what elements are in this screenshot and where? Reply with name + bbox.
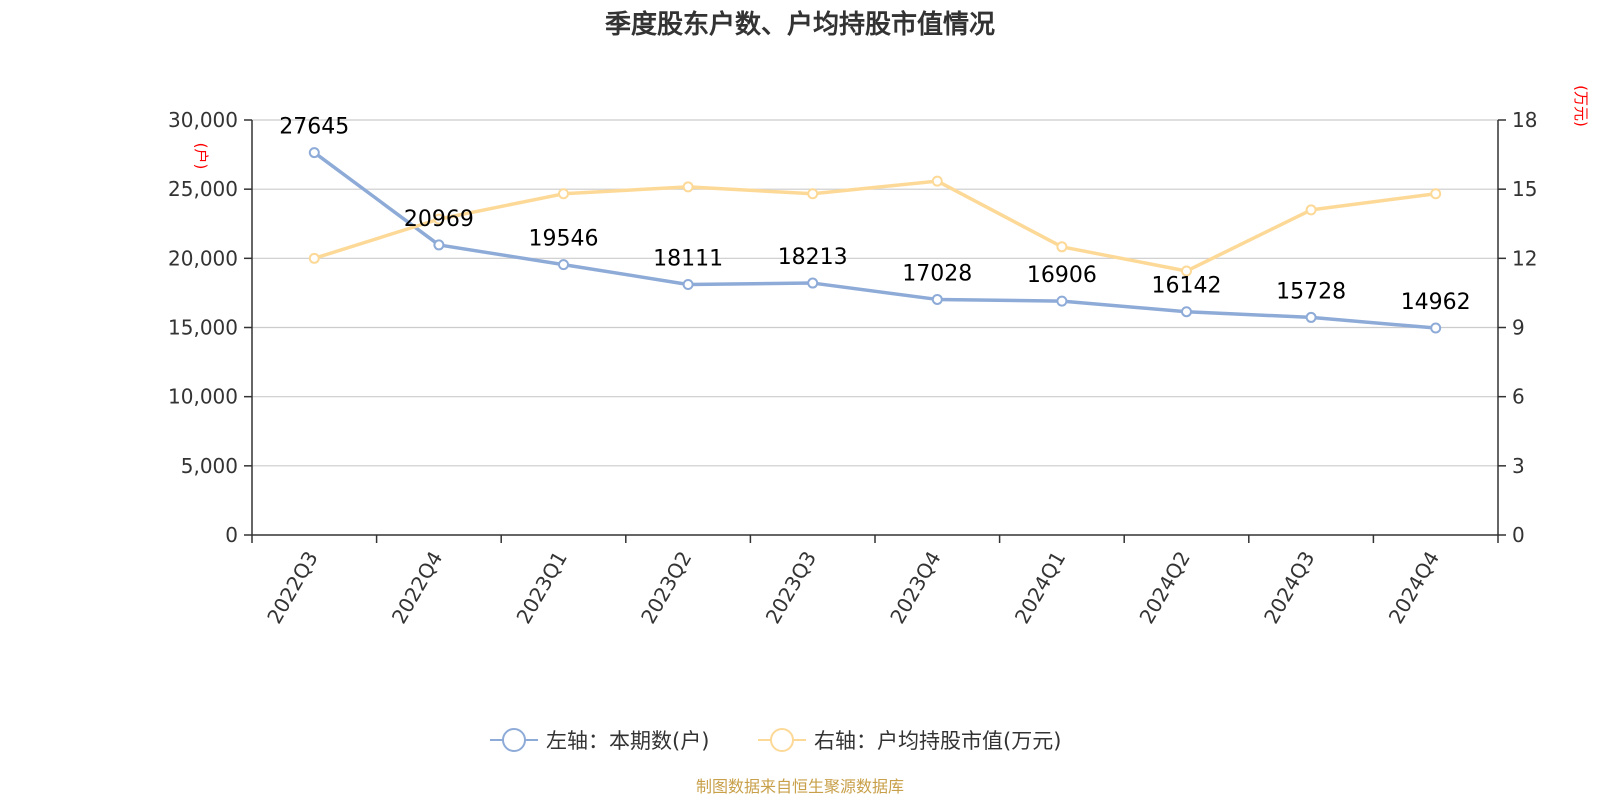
legend[interactable]: 左轴：本期数(户) 右轴：户均持股市值(万元) [490, 728, 1061, 753]
x-axis-tick-label: 2024Q4 [1384, 547, 1444, 628]
data-point [682, 278, 694, 290]
left-axis-tick-label: 10,000 [168, 385, 238, 409]
data-point [1305, 311, 1317, 323]
data-point [308, 252, 320, 264]
axes: 0 5,000 10,000 15,000 20,000 25,000 30,000 0 3 6 9… [168, 85, 1590, 628]
data-point [1305, 204, 1317, 216]
data-label: 18213 [778, 245, 848, 270]
legend-item-0[interactable]: 左轴：本期数(户) [490, 728, 709, 753]
x-axis-tick-label: 2023Q2 [636, 547, 696, 628]
x-axis-tick-label: 2023Q4 [885, 547, 945, 628]
chart-title: 季度股东户数、户均持股市值情况 [605, 9, 995, 40]
series [308, 147, 1442, 334]
left-axis-tick-label: 30,000 [168, 108, 238, 132]
data-point [807, 188, 819, 200]
legend-label: 右轴：户均持股市值(万元) [814, 729, 1061, 753]
data-point [931, 293, 943, 305]
right-axis-tick-label: 9 [1512, 316, 1525, 340]
right-axis-tick-label: 12 [1512, 246, 1537, 270]
data-point [682, 181, 694, 193]
data-label: 19546 [529, 227, 599, 252]
data-point [558, 188, 569, 200]
data-label: 27645 [279, 115, 349, 140]
data-point [807, 277, 819, 289]
data-point [1181, 306, 1192, 318]
x-axis-tick-label: 2023Q3 [761, 547, 821, 628]
right-axis-tick-label: 6 [1512, 385, 1525, 409]
right-axis-unit: (万元) [1572, 85, 1590, 127]
legend-marker [770, 728, 794, 752]
x-axis-tick-label: 2023Q1 [511, 547, 571, 628]
data-labels: 27645 20969 19546 18111 18213 17028 16906 16142… [279, 115, 1470, 315]
legend-marker [502, 728, 526, 752]
data-point [308, 147, 320, 159]
data-label: 15728 [1276, 279, 1346, 304]
legend-label: 左轴：本期数(户) [546, 729, 709, 753]
data-point [433, 213, 445, 225]
x-axis-tick-label: 2022Q4 [387, 547, 447, 628]
data-label: 14962 [1401, 290, 1471, 315]
right-axis-tick-label: 15 [1512, 177, 1537, 201]
data-point [1056, 241, 1068, 253]
data-point [1056, 295, 1068, 307]
data-point [1430, 322, 1442, 334]
left-axis-tick-label: 0 [225, 523, 238, 547]
legend-item-1[interactable]: 右轴：户均持股市值(万元) [758, 728, 1061, 753]
right-axis-tick-label: 0 [1512, 523, 1525, 547]
left-axis-unit: (户) [192, 143, 210, 170]
left-axis-tick-label: 15,000 [168, 316, 238, 340]
data-point [1430, 188, 1442, 200]
left-axis-tick-label: 20,000 [168, 246, 238, 270]
data-label: 16906 [1027, 263, 1097, 288]
data-label: 18111 [653, 246, 723, 271]
x-axis-tick-label: 2024Q2 [1134, 547, 1194, 628]
x-axis-tick-label: 2024Q1 [1010, 547, 1070, 628]
right-axis-tick-label: 3 [1512, 454, 1525, 478]
x-axis-tick-label: 2022Q3 [262, 547, 322, 628]
data-label: 17028 [902, 261, 972, 286]
data-point [1181, 265, 1192, 277]
data-label: 20969 [404, 207, 474, 232]
data-point [558, 259, 569, 271]
right-axis-tick-label: 18 [1512, 108, 1537, 132]
source-note: 制图数据来自恒生聚源数据库 [696, 777, 904, 796]
series-line-0 [313, 151, 1436, 330]
data-point [433, 239, 445, 251]
left-axis-tick-label: 25,000 [168, 177, 238, 201]
left-axis-tick-label: 5,000 [181, 454, 238, 478]
data-label: 16142 [1152, 274, 1222, 299]
x-axis-tick-label: 2024Q3 [1259, 547, 1319, 628]
data-point [931, 175, 943, 187]
series-line-1 [313, 179, 1436, 273]
